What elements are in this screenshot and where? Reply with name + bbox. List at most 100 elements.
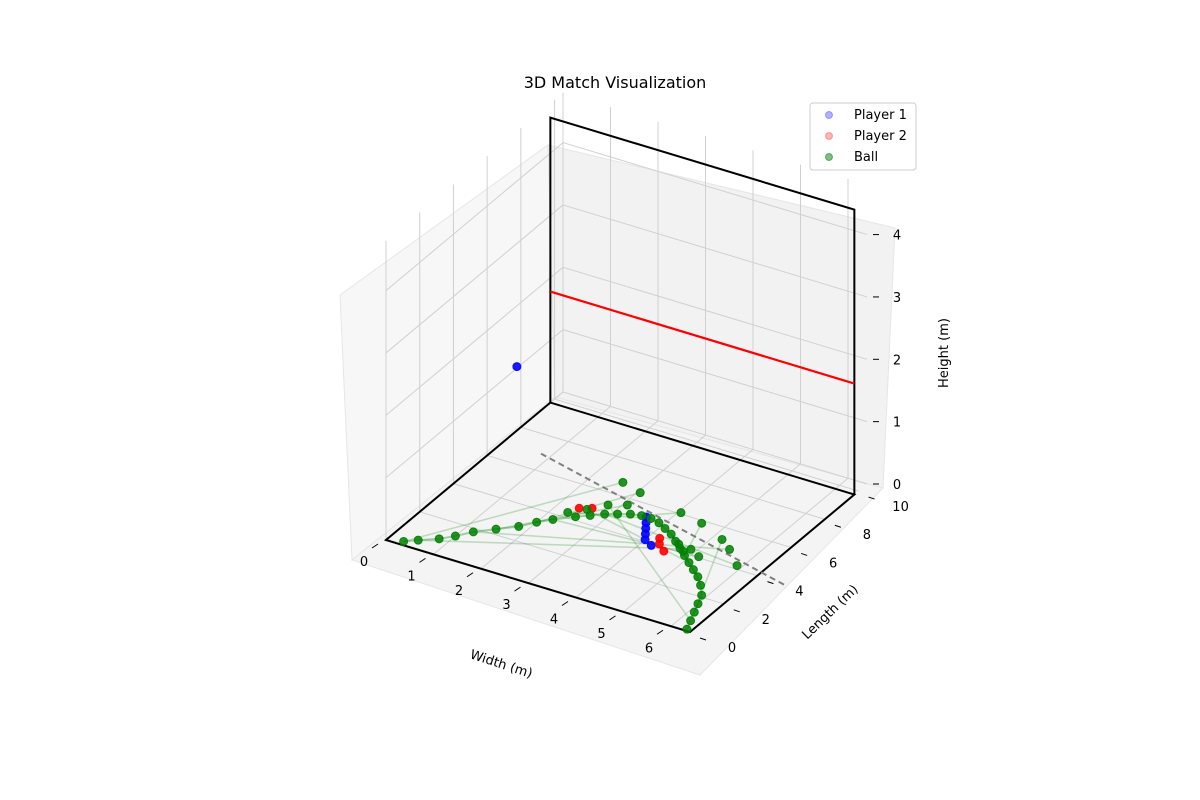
legend-item-player-2: Player 2 [825, 129, 907, 144]
ball-point [686, 544, 696, 554]
ball-path-segment [473, 531, 730, 551]
ball-point [613, 509, 623, 519]
legend-marker-ball [825, 153, 833, 161]
ball-point [694, 552, 704, 562]
ball-point [660, 523, 670, 533]
ball-point [548, 514, 558, 524]
floor-grid-y [520, 426, 826, 520]
back-grid-z [562, 329, 868, 423]
x-tick-label: 2 [455, 584, 463, 599]
floor-grid-y [486, 454, 792, 548]
ball-point [686, 616, 696, 626]
ball-path-segment [607, 504, 692, 622]
legend-box [809, 102, 917, 171]
left-grid-z [385, 142, 564, 291]
x-tick-label: 6 [645, 641, 653, 656]
legend-label-player-2: Player 2 [854, 129, 907, 144]
x-tick-mark [419, 557, 426, 563]
y-tick-label: 2 [762, 613, 770, 628]
ball-point [618, 477, 628, 487]
y-tick-mark [699, 637, 707, 641]
y-tick-label: 6 [829, 556, 837, 571]
short-line [540, 452, 786, 586]
player-1-point [512, 362, 522, 372]
ball-path-segment [552, 518, 699, 558]
y-tick-mark [868, 496, 875, 500]
ball-point [622, 500, 632, 510]
player-2-point [654, 539, 664, 549]
floor-grid-x [575, 449, 754, 598]
ball-point [688, 565, 698, 575]
x-tick-label: 3 [502, 598, 510, 613]
player-2-point [659, 546, 669, 556]
x-tick-mark [656, 629, 664, 635]
ball-point [532, 517, 542, 527]
z-tick-label: 2 [893, 353, 901, 368]
ball-point [582, 504, 592, 514]
legend: Player 1 Player 2 Ball [809, 102, 917, 171]
floor-grid-x [480, 420, 659, 570]
axes-panes [339, 144, 896, 676]
scatter-points [399, 362, 742, 634]
legend-item-player-1: Player 1 [825, 108, 907, 123]
z-tick-label: 4 [893, 229, 901, 244]
legend-label-ball: Ball [854, 150, 878, 165]
ball-point [600, 509, 610, 519]
y-tick-mark [834, 524, 842, 528]
ball-point [450, 531, 460, 541]
floor-grid-y [554, 398, 859, 492]
ball-path-segment [418, 539, 691, 551]
ball-point [684, 558, 694, 568]
y-tick-label: 8 [863, 528, 871, 543]
back-grid-z [562, 391, 868, 485]
x-tick-label: 4 [550, 613, 558, 628]
z-tick-label: 1 [893, 416, 901, 431]
ball-point [491, 524, 501, 534]
x-tick-label: 1 [407, 569, 415, 584]
ball-point [666, 529, 676, 539]
ball-point [732, 561, 742, 571]
chart-title: 3D Match Visualization [524, 73, 707, 92]
left-grid-z [385, 204, 564, 354]
x-tick-mark [514, 586, 521, 592]
ball-point [514, 521, 524, 531]
legend-marker-player-2 [825, 132, 833, 140]
ball-point [468, 527, 478, 537]
ball-point [646, 513, 656, 523]
y-tick-mark [800, 552, 808, 556]
x-tick-label: 0 [360, 555, 368, 570]
ball-point [635, 488, 645, 498]
legend-label-player-1: Player 1 [854, 108, 907, 123]
front-wall-outline [549, 116, 856, 495]
ball-point [682, 624, 692, 634]
ball-point [625, 509, 635, 519]
ball-point [674, 539, 684, 549]
floor-grid-x [528, 434, 706, 584]
y-tick-label: 0 [728, 641, 736, 656]
y-tick-label: 10 [892, 500, 909, 515]
floor-grid-x [623, 463, 801, 613]
ball-point [689, 607, 699, 617]
ball-point [676, 508, 686, 518]
ball-path-segment [604, 513, 738, 567]
tin-line [550, 290, 855, 385]
x-tick-mark [609, 615, 616, 621]
ball-point [693, 599, 703, 609]
ball-point [696, 580, 706, 590]
player-1-point [640, 535, 650, 545]
back-grid-z [562, 142, 868, 236]
player-2-point [574, 503, 584, 513]
ball-point [434, 534, 444, 544]
ball-path-segment [403, 481, 624, 543]
ball-point [725, 544, 735, 554]
left-grid-z [385, 329, 564, 479]
z-axis-label: Height (m) [937, 318, 952, 388]
axis-ticks: 0 1 2 3 4 5 6 0 2 4 6 8 10 0 1 2 3 4 [360, 229, 909, 657]
z-tick-label: 3 [893, 291, 901, 306]
legend-marker-player-1 [825, 111, 833, 119]
court-lines [383, 116, 857, 634]
z-tick-label: 0 [893, 478, 901, 493]
ball-point [717, 534, 727, 544]
floor-grid-y [419, 511, 724, 605]
